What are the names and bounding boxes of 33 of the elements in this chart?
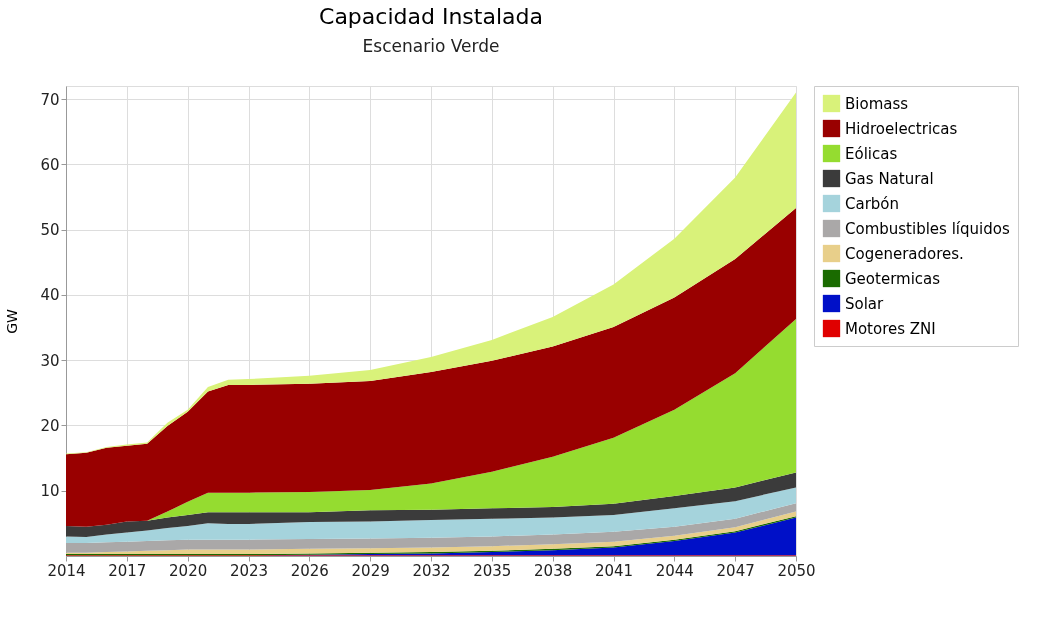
- x-tick-label: 2020: [169, 561, 208, 580]
- y-tick-label: 20: [40, 416, 60, 435]
- y-tick-label: 60: [40, 155, 60, 174]
- x-tick-label: 2050: [777, 561, 816, 580]
- chart-subtitle: Escenario Verde: [362, 35, 500, 56]
- x-tick-label: 2047: [716, 561, 755, 580]
- y-tick-label: 70: [40, 90, 60, 109]
- legend-label: Motores ZNI: [845, 319, 936, 338]
- x-tick-label: 2014: [47, 561, 86, 580]
- x-tick-label: 2041: [594, 561, 634, 580]
- y-tick-label: 30: [40, 351, 60, 370]
- legend-label: Solar: [845, 294, 885, 313]
- y-tick-label: 40: [40, 286, 60, 305]
- x-tick-label: 2029: [351, 561, 390, 580]
- legend-label: Gas Natural: [845, 169, 934, 188]
- x-tick-label: 2023: [229, 561, 269, 580]
- chart-title: Capacidad Instalada: [319, 3, 543, 29]
- legend-label: Carbón: [845, 194, 900, 213]
- legend-label: Hidroelectricas: [845, 119, 958, 138]
- x-tick-label: 2026: [290, 561, 329, 580]
- x-tick-label: 2044: [655, 561, 694, 580]
- legend-label: Eólicas: [845, 144, 898, 163]
- y-tick-label: 50: [40, 221, 60, 240]
- x-tick-label: 2017: [108, 561, 147, 580]
- legend-label: Combustibles líquidos: [845, 219, 1010, 238]
- legend-label: Cogeneradores.: [845, 244, 964, 263]
- x-tick-label: 2035: [473, 561, 512, 580]
- y-axis-title: GW: [4, 309, 21, 334]
- x-tick-label: 2032: [412, 561, 451, 580]
- y-tick-label: 10: [40, 482, 60, 501]
- legend-label: Biomass: [845, 94, 909, 113]
- legend-label: Geotermicas: [845, 269, 941, 288]
- x-tick-label: 2038: [534, 561, 573, 580]
